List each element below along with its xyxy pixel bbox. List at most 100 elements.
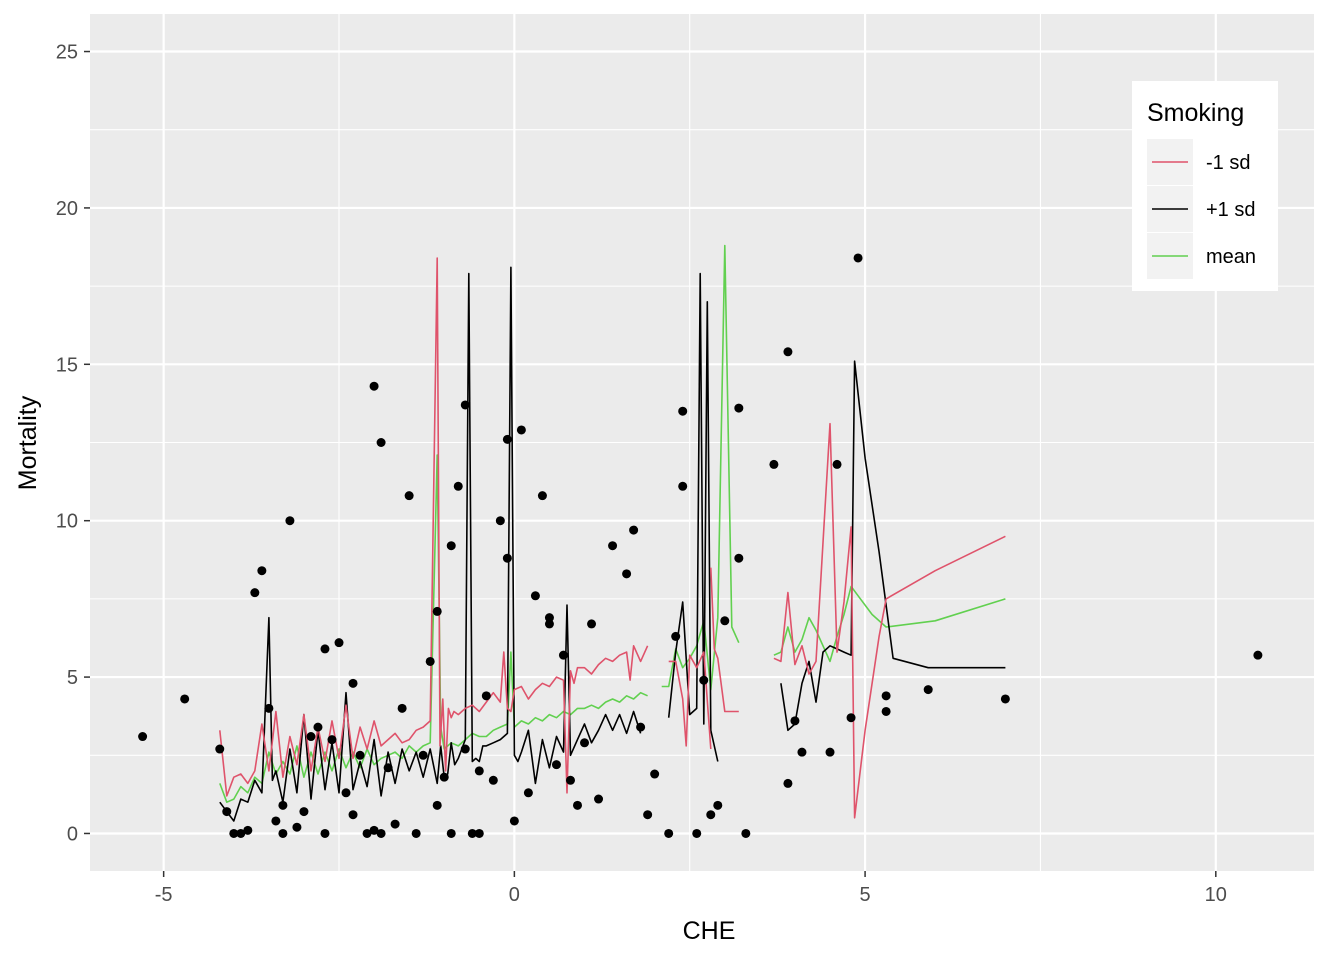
data-point (383, 763, 393, 773)
data-point (229, 828, 239, 838)
data-point (243, 825, 253, 835)
data-point (474, 828, 484, 838)
data-point (643, 810, 653, 820)
data-point (1000, 694, 1010, 704)
y-tick-label: 25 (56, 42, 78, 64)
data-point (271, 816, 281, 826)
legend: Smoking -1 sd +1 sd mean (1132, 81, 1278, 291)
series-lines (219, 244, 1006, 822)
series-line-minus-1sd (773, 422, 1006, 819)
data-point (299, 807, 309, 817)
data-point (257, 566, 267, 576)
data-point (790, 716, 800, 726)
data-point (530, 591, 540, 601)
data-point (565, 775, 575, 785)
data-point (664, 828, 674, 838)
y-tick-label: 0 (67, 823, 78, 845)
data-point (587, 619, 597, 629)
data-point (881, 691, 891, 701)
data-point (502, 553, 512, 563)
data-point (397, 703, 407, 713)
data-point (215, 744, 225, 754)
data-point (678, 481, 688, 491)
data-point (446, 828, 456, 838)
series-line-mean (661, 244, 740, 691)
data-point (544, 613, 554, 623)
y-axis-title: Mortality (14, 395, 42, 490)
data-point (636, 722, 646, 732)
x-tick-label: 10 (1205, 884, 1227, 906)
series-line-minus-1sd (668, 651, 712, 750)
y-tick-label: 20 (56, 198, 78, 220)
data-point (650, 769, 660, 779)
legend-entry-label: +1 sd (1206, 199, 1255, 221)
data-point (236, 828, 246, 838)
legend-entry-label: -1 sd (1206, 152, 1250, 174)
series-line-minus-1sd (710, 567, 739, 713)
data-point (320, 644, 330, 654)
data-point (432, 800, 442, 810)
data-point (376, 438, 386, 447)
data-point (334, 638, 344, 648)
data-point (881, 706, 891, 716)
y-axis: 0 5 10 15 20 25 (56, 42, 90, 845)
data-point (783, 347, 793, 357)
data-point (474, 766, 484, 776)
data-point (741, 828, 751, 838)
legend-entry-label: mean (1206, 246, 1256, 268)
data-point (734, 403, 744, 413)
data-point (846, 713, 856, 723)
data-point (138, 732, 148, 742)
x-tick-label: -5 (155, 884, 173, 906)
data-point (488, 775, 498, 785)
data-point (180, 694, 190, 704)
data-point (734, 553, 744, 563)
data-point (348, 678, 358, 688)
data-point (425, 656, 435, 666)
data-point (292, 822, 302, 832)
data-point (853, 253, 863, 263)
data-point (523, 788, 533, 798)
data-point (320, 828, 330, 838)
data-point (1253, 650, 1263, 660)
data-point (580, 738, 590, 748)
data-point (432, 606, 442, 616)
data-point (467, 828, 477, 838)
data-point (495, 516, 505, 526)
data-points (138, 253, 1263, 838)
x-axis: -5 0 5 10 (155, 871, 1227, 906)
data-point (306, 732, 316, 742)
data-point (369, 825, 379, 835)
data-point (923, 685, 933, 695)
data-point (250, 588, 260, 598)
legend-title: Smoking (1147, 99, 1244, 127)
data-point (551, 760, 561, 770)
data-point (327, 735, 337, 745)
data-point (608, 541, 618, 551)
data-point (558, 650, 568, 660)
data-point (678, 406, 688, 416)
data-point (720, 616, 730, 626)
data-point (769, 459, 779, 469)
x-tick-label: 0 (509, 884, 520, 906)
data-point (453, 481, 463, 491)
y-tick-label: 10 (56, 511, 78, 533)
data-point (418, 750, 428, 760)
data-point (825, 747, 835, 757)
data-point (355, 750, 365, 760)
data-point (544, 619, 554, 629)
data-point (692, 828, 702, 838)
data-point (341, 788, 351, 798)
data-point (348, 810, 358, 820)
data-point (460, 400, 470, 410)
y-tick-label: 5 (67, 667, 78, 689)
data-point (362, 828, 372, 838)
series-line-minus-1sd (219, 257, 649, 797)
data-point (376, 828, 386, 838)
data-point (629, 525, 639, 535)
data-point (460, 744, 470, 754)
data-point (222, 807, 232, 817)
data-point (502, 434, 512, 444)
data-point (278, 828, 288, 838)
